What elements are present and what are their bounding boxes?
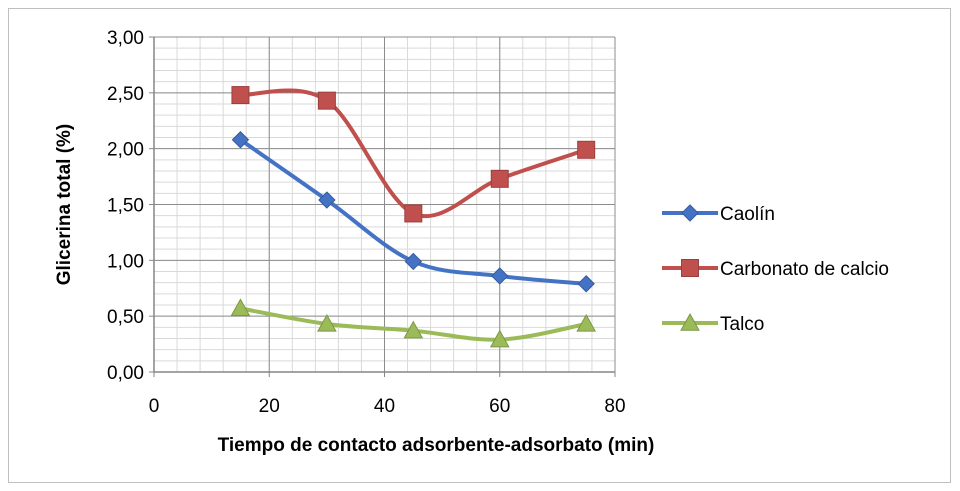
data-point-talco [576, 313, 597, 332]
series-caolin [231, 131, 595, 293]
series-carbonato-de-calcio [231, 86, 596, 223]
legend-marker-carbonato-de-calcio [681, 259, 699, 277]
data-point-carbonato-de-calcio [577, 140, 596, 159]
data-point-talco [317, 313, 337, 332]
data-point-carbonato-de-calcio [490, 169, 509, 188]
legend-marker-talco [680, 312, 700, 331]
legend: Caolín Carbonato de calcio Talco [662, 204, 889, 335]
tick-labels: 0,00 0,50 1,00 1,50 2,00 2,50 3,00 0 20 40 60 80 [107, 28, 626, 417]
x-tick-label: 60 [489, 396, 510, 417]
series [230, 86, 597, 348]
legend-label-carbonato-de-calcio: Carbonato de calcio [720, 259, 889, 280]
y-tick-label: 1,00 [107, 251, 144, 272]
y-tick-label: 0,50 [107, 307, 144, 328]
y-tick-label: 2,00 [107, 140, 144, 161]
legend-label-talco: Talco [720, 314, 764, 335]
legend-marker-caolin [681, 204, 699, 222]
data-point-carbonato-de-calcio [404, 204, 423, 223]
data-point-caolin [231, 131, 250, 149]
chart-frame [8, 8, 951, 483]
y-tick-label: 0,00 [107, 363, 144, 384]
data-point-caolin [404, 252, 423, 271]
legend-item-caolin: Caolín [662, 204, 775, 225]
axes [149, 36, 616, 377]
data-point-carbonato-de-calcio [231, 86, 250, 105]
y-tick-label: 1,50 [107, 196, 144, 217]
data-point-carbonato-de-calcio [317, 91, 336, 110]
y-axis-title: Glicerina total (%) [54, 124, 75, 286]
data-point-talco [403, 320, 424, 339]
legend-item-talco: Talco [662, 312, 764, 335]
data-point-talco [230, 298, 251, 317]
x-tick-label: 40 [374, 396, 395, 417]
data-point-caolin [577, 275, 595, 293]
x-tick-label: 80 [604, 396, 625, 417]
data-point-caolin [318, 191, 336, 209]
x-tick-label: 20 [259, 396, 280, 417]
data-point-talco [489, 329, 510, 348]
y-tick-label: 3,00 [107, 28, 144, 49]
series-talco [230, 298, 597, 348]
legend-item-carbonato-de-calcio: Carbonato de calcio [662, 259, 889, 280]
x-axis-title: Tiempo de contacto adsorbente-adsorbato … [218, 435, 655, 456]
y-tick-label: 2,50 [107, 84, 144, 105]
x-tick-label: 0 [149, 396, 160, 417]
grid [153, 36, 616, 373]
data-point-caolin [491, 267, 509, 285]
legend-label-caolin: Caolín [720, 204, 775, 225]
